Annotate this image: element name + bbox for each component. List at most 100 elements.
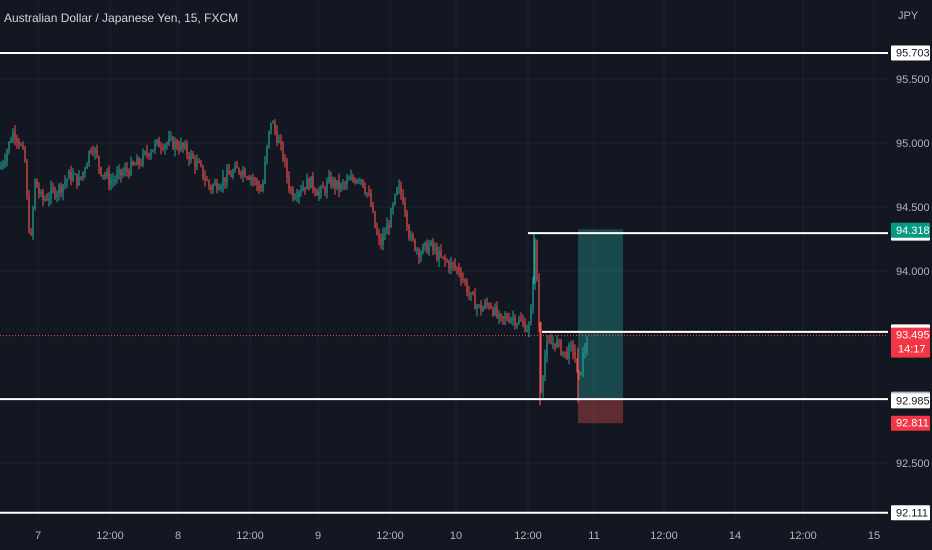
candle-body	[230, 174, 232, 177]
candle-body	[106, 172, 108, 176]
candle-body	[332, 179, 334, 187]
candle-body	[456, 267, 458, 269]
candle-body	[310, 176, 312, 189]
candle-body	[380, 238, 382, 245]
candle-body	[474, 294, 476, 310]
price-badge	[891, 327, 930, 358]
candle-body	[434, 248, 436, 250]
candle-body	[42, 192, 44, 200]
candle-body	[432, 241, 434, 250]
candle-body	[376, 227, 378, 235]
candles	[0, 119, 588, 406]
candle-body	[204, 177, 206, 181]
candle-body	[504, 316, 506, 319]
candle-body	[174, 141, 176, 150]
candle-body	[270, 122, 272, 132]
candle-body	[44, 198, 46, 200]
candle-body	[224, 177, 226, 183]
candle-body	[48, 197, 50, 200]
candle-body	[490, 307, 492, 309]
candle-body	[98, 156, 100, 168]
candle-body	[358, 179, 360, 181]
candle-body	[568, 345, 570, 359]
candle-body	[566, 351, 568, 359]
candle-body	[536, 241, 538, 281]
candle-body	[190, 153, 192, 160]
candle-body	[320, 187, 322, 193]
candle-body	[576, 358, 578, 373]
candle-body	[22, 144, 24, 149]
candle-body	[198, 161, 200, 163]
candle-body	[362, 179, 364, 187]
candle-body	[272, 122, 274, 124]
candle-body	[478, 304, 480, 306]
candle-body	[68, 171, 70, 180]
candle-body	[148, 154, 150, 156]
candle-body	[276, 131, 278, 143]
price-badge-label: 92.811	[896, 418, 929, 430]
candle-body	[502, 316, 504, 319]
candle-body	[84, 168, 86, 172]
candle-body	[178, 147, 180, 150]
candle-body	[284, 159, 286, 161]
candle-body	[498, 314, 500, 317]
candle-body	[62, 184, 64, 193]
candle-body	[516, 323, 518, 326]
candle-body	[458, 268, 460, 274]
candle-body	[12, 132, 14, 142]
candle-body	[56, 193, 58, 198]
candle-body	[444, 256, 446, 261]
horizontal-levels[interactable]	[0, 52, 888, 514]
candle-body	[326, 181, 328, 193]
candle-body	[454, 264, 456, 268]
candle-body	[218, 188, 220, 190]
candle-body	[552, 343, 554, 345]
candle-body	[578, 372, 580, 375]
candle-body	[70, 171, 72, 181]
candle-body	[88, 151, 90, 164]
candle-body	[4, 160, 6, 164]
candle-body	[486, 302, 488, 305]
candle-body	[424, 242, 426, 246]
candle-body	[122, 172, 124, 176]
candle-body	[26, 161, 28, 198]
price-badge-label: 93.495	[896, 330, 930, 342]
candle-body	[74, 173, 76, 175]
position-zones	[578, 229, 623, 424]
candle-body	[482, 307, 484, 312]
candle-body	[492, 308, 494, 315]
candle-body	[296, 196, 298, 198]
x-tick-label: 12:00	[789, 530, 817, 542]
candle-body	[192, 153, 194, 159]
candle-body	[314, 188, 316, 193]
candle-body	[348, 179, 350, 181]
candle-body	[66, 179, 68, 182]
candle-body	[410, 235, 412, 238]
price-badge-sublabel: 14:17	[898, 344, 926, 356]
candle-body	[138, 158, 140, 165]
candle-body	[38, 187, 40, 194]
candle-body	[238, 168, 240, 173]
candle-body	[228, 170, 230, 175]
time-axis[interactable]: 7 12:00 8 12:00 9 12:00 10 12:00 11 12:00 14 12:00 1…	[35, 530, 880, 542]
candle-body	[140, 164, 142, 166]
candle-body	[226, 170, 228, 183]
x-tick-label: 14	[729, 530, 741, 542]
candle-body	[112, 180, 114, 182]
candle-body	[34, 179, 36, 209]
price-badge-label: 94.318	[896, 225, 930, 237]
candle-body	[510, 318, 512, 322]
candle-body	[512, 317, 514, 319]
candle-body	[78, 176, 80, 185]
candle-body	[194, 158, 196, 167]
candle-body	[28, 197, 30, 232]
candle-body	[146, 151, 148, 155]
candle-body	[246, 177, 248, 179]
candle-body	[344, 183, 346, 185]
candle-body	[460, 273, 462, 279]
candle-body	[240, 172, 242, 175]
candle-body	[186, 144, 188, 155]
candle-body	[126, 168, 128, 172]
x-tick-label: 12:00	[376, 530, 404, 542]
